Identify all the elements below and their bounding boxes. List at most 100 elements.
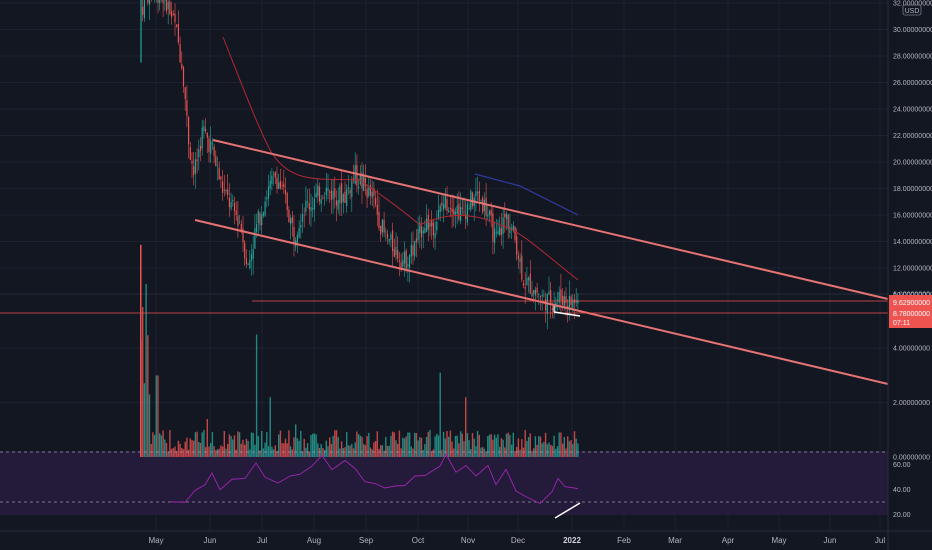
volume-bar-209 [495,437,497,457]
volume-bar-127 [356,431,358,457]
time-tick-1: Jun [204,536,217,545]
volume-bar-231 [533,448,535,457]
volume-bar-202 [483,448,486,457]
rsi-line [169,453,579,505]
candle-body-66 [252,249,254,259]
rsi-tick-0: 60.00 [893,462,911,469]
volume-bar-223 [519,449,521,457]
volume-bar-126 [354,442,356,457]
candle-body-51 [227,189,229,196]
candle-body-54 [232,199,234,202]
candle-body-202 [483,200,485,212]
volume-bar-226 [524,430,526,457]
volume-bar-249 [563,436,565,457]
last-price-tag [889,295,932,308]
candle-body-240 [548,291,550,295]
candle-body-88 [290,218,292,225]
volume-bar-224 [521,439,523,457]
volume-bar-7 [152,432,154,457]
volume-bar-112 [330,443,333,457]
candle-body-232 [534,289,536,296]
volume-bar-193 [468,440,470,457]
candle-body-198 [477,192,479,194]
time-scale[interactable]: May Jun Jul Aug Sep Oct Nov Dec 2022 Feb Mar Apr May… [148,536,885,545]
candle-body-5 [148,0,151,5]
volume-bar-170 [429,429,431,457]
volume-bar-125 [352,448,355,457]
candle-body-234 [538,293,540,295]
volume-bar-235 [539,436,542,457]
candle-body-215 [505,213,508,219]
volume-bar-141 [380,445,382,457]
volume-bar-76 [269,397,271,457]
candle-body-16 [167,2,169,10]
candle-body-79 [274,172,276,178]
volume-bar-29 [189,438,191,457]
moving-averages [222,36,579,281]
volume-bar-17 [169,430,171,457]
volume-bar-65 [250,432,253,457]
rsi-panel [0,451,888,519]
volume-bar-252 [568,441,571,457]
candle-body-245 [556,299,559,301]
candle-body-25 [182,67,185,87]
volume-bar-97 [305,447,307,457]
candle-body-144 [385,231,387,233]
candle-body-161 [414,240,416,257]
time-tick-0: May [148,536,163,545]
volume-bar-42 [211,432,214,457]
candle-body-208 [494,228,496,244]
candle-body-214 [504,213,506,218]
volume-bar-18 [170,448,173,457]
volume-bar-51 [227,443,229,457]
volume-bar-55 [233,435,236,457]
volume-bar-167 [424,444,426,457]
candle-body-222 [517,255,519,259]
candle-body-183 [451,208,453,213]
candle-body-181 [448,210,450,213]
candle-body-59 [240,224,242,233]
rsi-tick-1: 40.00 [893,487,911,494]
currency-badge[interactable] [902,4,922,16]
time-tick-10: Mar [668,536,682,545]
candle-body-250 [565,296,567,303]
volume-bar-208 [493,434,496,457]
volume-bar-9 [155,375,157,457]
volume-bar-98 [306,443,309,457]
volume-bar-68 [255,334,258,457]
divergence-rsi-line [554,502,581,519]
volume-bar-74 [266,432,268,457]
candle-body-206 [490,210,492,216]
candle-body-23 [179,44,181,63]
volume-bar-220 [514,450,516,457]
volume-bar-31 [193,440,195,457]
candle-body-227 [526,277,528,286]
volume-bar-169 [427,431,429,457]
candle-body-37 [203,126,205,132]
candle-body-212 [500,228,502,236]
volume-bar-123 [349,445,351,457]
volume-bar-73 [264,442,266,457]
volume-bar-251 [567,436,569,457]
candle-body-149 [393,249,395,257]
volume-bar-72 [262,448,265,457]
candle-body-58 [239,222,241,223]
candle-body-122 [347,187,349,190]
candle-body-163 [417,229,419,240]
volume-bar-148 [391,431,394,457]
candle-body-18 [171,11,173,18]
candle-body-33 [196,159,198,162]
candle-body-151 [397,250,399,259]
volume-bar-162 [415,433,418,457]
volume-bar-2 [143,383,146,457]
volume-bar-59 [240,443,242,457]
volume-bar-194 [470,448,472,457]
volume-bar-195 [471,432,474,457]
trend-drawings [0,139,889,385]
price-scale-bg [888,0,932,550]
candle-body-182 [449,207,451,209]
price-tick-9: 14.00000000 [893,239,932,246]
volume-bar-10 [157,375,159,457]
volume-bar-16 [167,451,169,457]
